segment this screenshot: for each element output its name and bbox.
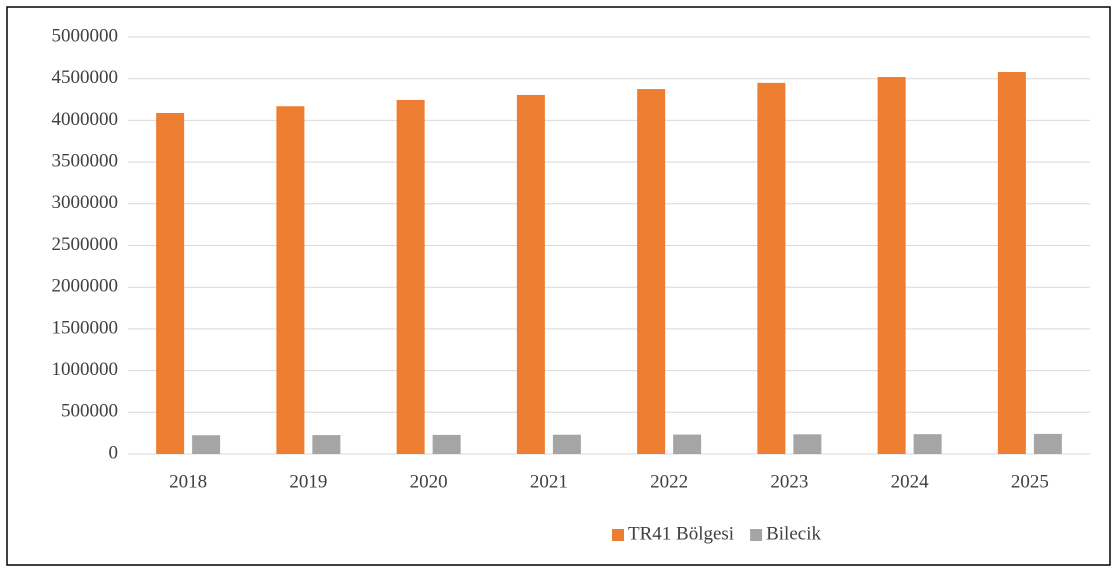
bar (637, 89, 666, 455)
chart-frame (6, 6, 1111, 566)
x-tick-label: 2024 (891, 471, 930, 492)
bar (312, 435, 341, 454)
x-tick-label: 2025 (1011, 471, 1049, 492)
bar (793, 434, 822, 454)
x-tick-label: 2023 (770, 471, 808, 492)
x-tick-label: 2021 (530, 471, 568, 492)
bar (552, 434, 581, 454)
y-tick-label: 2000000 (52, 276, 119, 297)
bar (757, 82, 786, 455)
y-tick-label: 3500000 (52, 150, 119, 171)
y-tick-label: 500000 (61, 401, 118, 422)
y-tick-label: 4500000 (52, 67, 119, 88)
legend-swatch (612, 529, 624, 541)
x-tick-label: 2019 (289, 471, 327, 492)
legend-label: TR41 Bölgesi (628, 523, 734, 544)
bar (913, 434, 942, 454)
y-tick-label: 1500000 (52, 317, 119, 338)
bar (1033, 433, 1062, 454)
bar (516, 94, 545, 454)
y-tick-label: 2500000 (52, 234, 119, 255)
bar (276, 106, 305, 455)
bar (673, 434, 702, 454)
legend-swatch (750, 529, 763, 541)
bar (432, 434, 461, 454)
bar (396, 99, 425, 454)
legend-label: Bilecik (766, 523, 821, 544)
y-tick-label: 3000000 (52, 192, 119, 213)
y-tick-label: 4000000 (52, 109, 119, 130)
x-tick-label: 2018 (169, 471, 207, 492)
bar (877, 77, 906, 455)
y-tick-label: 0 (109, 442, 119, 463)
bar (192, 435, 221, 454)
y-tick-label: 5000000 (52, 25, 119, 46)
x-tick-label: 2020 (410, 471, 448, 492)
x-tick-label: 2022 (650, 471, 688, 492)
bar (997, 72, 1026, 454)
bar (156, 112, 185, 454)
y-tick-label: 1000000 (52, 359, 119, 380)
